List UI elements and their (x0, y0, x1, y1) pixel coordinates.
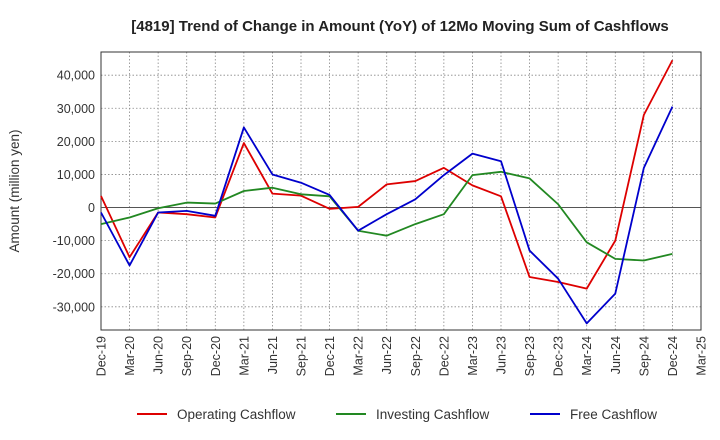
x-tick-label: Sep-22 (409, 336, 423, 376)
y-tick-label: 10,000 (57, 168, 95, 182)
y-tick-label: 40,000 (57, 69, 95, 83)
x-tick-label: Mar-24 (580, 336, 594, 376)
x-tick-labels: Dec-19 Mar-20 Jun-20 Sep-20 Dec-20 Mar-21 Jun-… (95, 336, 709, 376)
x-tick-label: Jun-24 (609, 336, 623, 374)
x-tick-label: Sep-21 (295, 336, 309, 376)
x-tick-label: Sep-20 (180, 336, 194, 376)
y-tick-label: -30,000 (53, 300, 95, 314)
chart-title: [4819] Trend of Change in Amount (YoY) o… (131, 18, 669, 35)
x-tick-label: Mar-20 (123, 336, 137, 376)
y-tick-label: -10,000 (53, 234, 95, 248)
x-tick-label: Jun-20 (152, 336, 166, 374)
y-tick-label: 0 (88, 201, 95, 215)
legend-label-operating-cashflow: Operating Cashflow (177, 407, 296, 422)
series-line-investing-cashflow (100, 170, 673, 262)
y-tick-label: 20,000 (57, 135, 95, 149)
legend-label-free-cashflow: Free Cashflow (570, 407, 657, 422)
y-axis-label: Amount (million yen) (7, 129, 22, 252)
x-tick-label: Sep-24 (637, 336, 651, 376)
series-lines (100, 59, 674, 325)
x-tick-label: Jun-21 (266, 336, 280, 374)
legend: Operating Cashflow Investing Cashflow Free… (137, 407, 657, 422)
plot-frame (100, 51, 702, 331)
x-tick-label: Dec-20 (209, 336, 223, 376)
grid (100, 52, 702, 330)
x-tick-label: Jun-22 (380, 336, 394, 374)
x-tick-label: Mar-25 (695, 336, 709, 376)
legend-label-investing-cashflow: Investing Cashflow (376, 407, 490, 422)
y-tick-label: -20,000 (53, 267, 95, 281)
x-tick-label: Dec-21 (323, 336, 337, 376)
x-tick-label: Mar-21 (237, 336, 251, 376)
x-tick-label: Dec-24 (666, 336, 680, 376)
x-tick-label: Dec-22 (437, 336, 451, 376)
x-tick-label: Mar-23 (466, 336, 480, 376)
y-tick-label: 30,000 (57, 102, 95, 116)
x-tick-label: Jun-23 (495, 336, 509, 374)
x-tick-label: Sep-23 (523, 336, 537, 376)
x-tick-label: Dec-19 (95, 336, 109, 376)
series-line-operating-cashflow (100, 59, 674, 290)
x-tick-label: Dec-23 (552, 336, 566, 376)
x-tick-label: Mar-22 (352, 336, 366, 376)
y-tick-labels: 40,000 30,000 20,000 10,000 0 -10,000 -20,000 -… (53, 69, 95, 315)
series-line-free-cashflow (100, 106, 674, 325)
